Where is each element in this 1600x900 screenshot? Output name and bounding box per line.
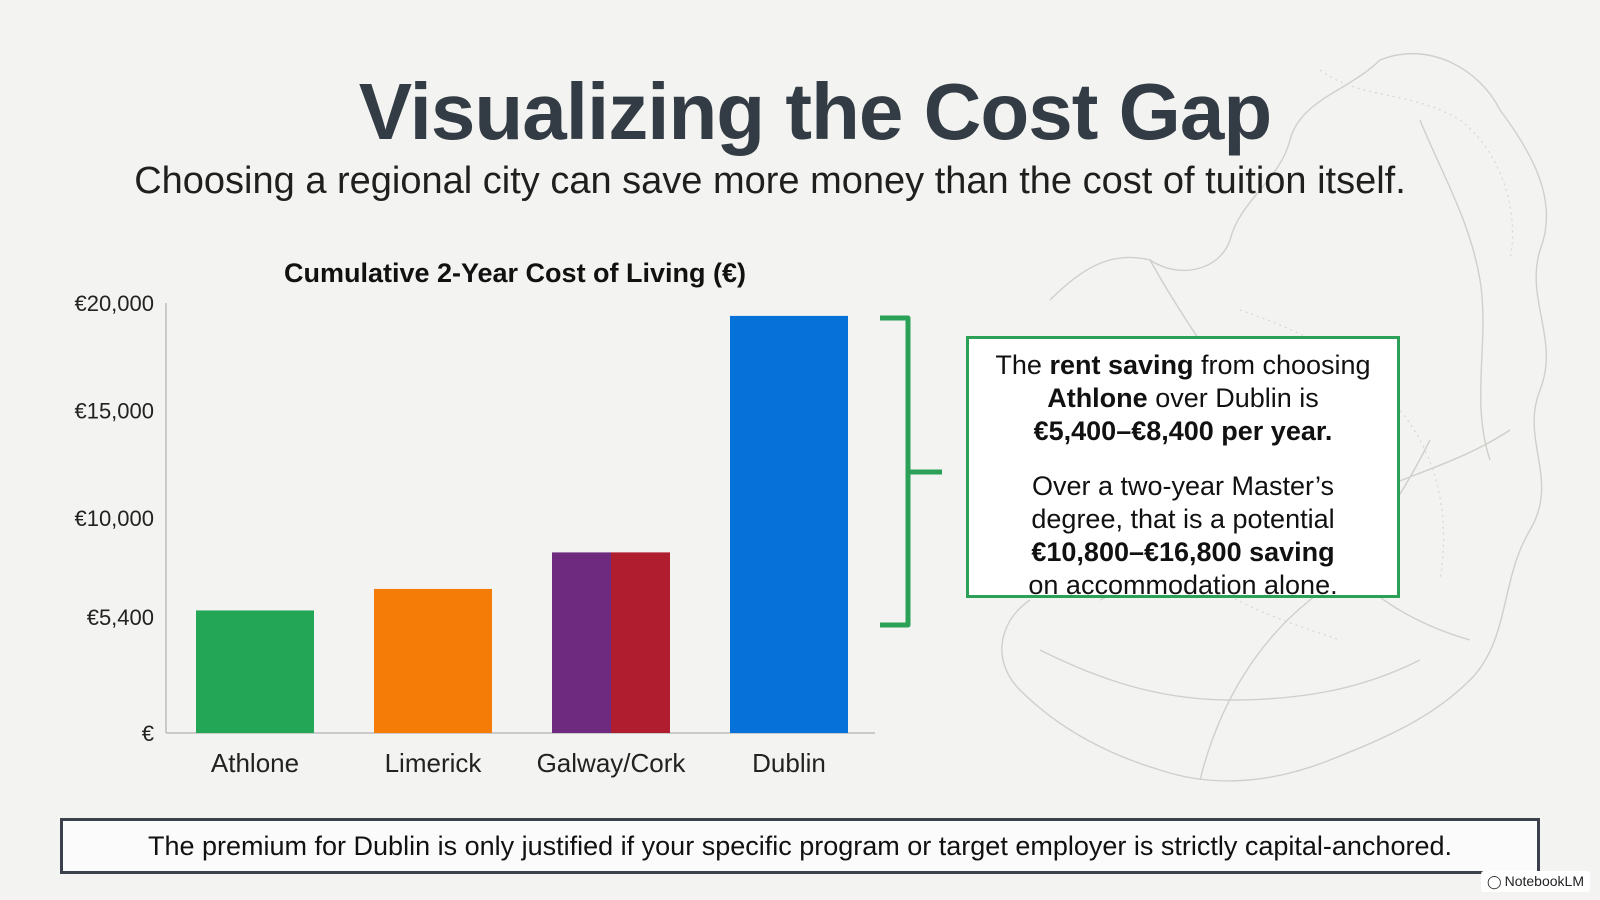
callout-yearly-saving: The rent saving from choosing Athlone ov…	[995, 350, 1371, 446]
y-tick-label: €5,400	[87, 605, 154, 630]
y-tick-label: €15,000	[74, 399, 154, 424]
bar-galway-cork-segment-1	[552, 552, 611, 733]
bar-limerick	[374, 588, 492, 733]
y-tick-label: €10,000	[74, 506, 154, 531]
brand-badge: ◯ NotebookLM	[1481, 871, 1590, 892]
notebooklm-logo-icon: ◯	[1487, 874, 1502, 889]
bar-athlone	[196, 610, 314, 733]
rent-saving-callout: The rent saving from choosing Athlone ov…	[966, 336, 1400, 600]
bar-galway-cork-segment-2	[611, 552, 670, 733]
x-tick-label: Athlone	[211, 748, 299, 778]
x-tick-label: Limerick	[385, 748, 483, 778]
x-tick-label: Dublin	[752, 748, 826, 778]
x-tick-label: Galway/Cork	[537, 748, 687, 778]
brand-label: NotebookLM	[1504, 873, 1584, 889]
y-tick-label: €20,000	[74, 291, 154, 316]
chart-title: Cumulative 2-Year Cost of Living (€)	[284, 258, 746, 288]
page-title: Visualizing the Cost Gap	[358, 67, 1272, 156]
page-subtitle: Choosing a regional city can save more m…	[134, 160, 1406, 202]
footer-note: The premium for Dublin is only justified…	[60, 818, 1540, 874]
bar-dublin	[730, 315, 848, 733]
callout-two-year-saving: Over a two-year Master’s degree, that is…	[1028, 471, 1338, 600]
savings-bracket	[880, 315, 942, 628]
y-tick-label: €	[142, 721, 154, 746]
